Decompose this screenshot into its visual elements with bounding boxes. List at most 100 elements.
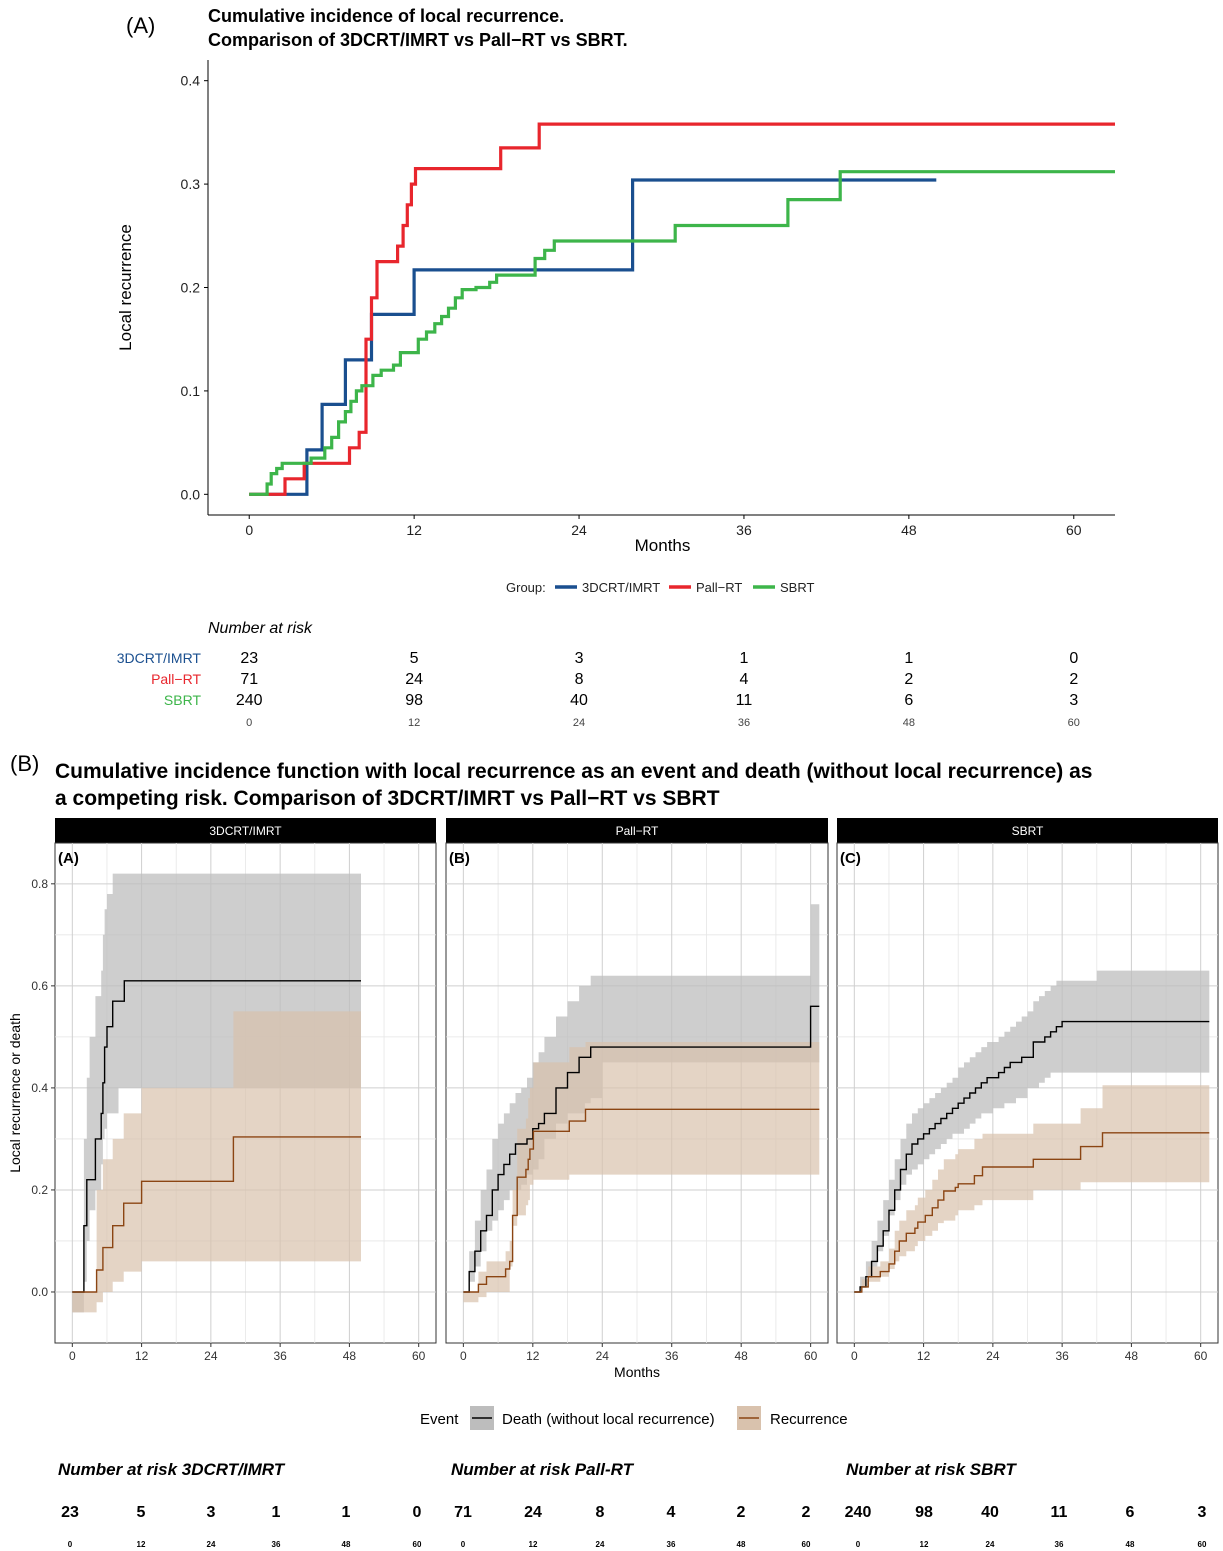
x-tick-label: 12 xyxy=(135,1349,149,1363)
x-tick-label: 36 xyxy=(736,522,752,538)
risk-time-label: 0 xyxy=(68,1540,73,1549)
legend-a-label: Pall−RT xyxy=(696,580,742,595)
risk-cell: 24 xyxy=(524,1504,542,1521)
risk-cell: 11 xyxy=(1051,1504,1068,1521)
risk-cell: 1 xyxy=(904,650,913,667)
risk-time-label: 12 xyxy=(529,1540,538,1549)
death-line xyxy=(463,1005,820,1293)
risk-cell: 40 xyxy=(981,1504,999,1521)
risk-cell: 3 xyxy=(575,650,584,667)
death-line xyxy=(72,980,361,1293)
x-tick-label: 0 xyxy=(851,1349,858,1363)
risk-cell: 4 xyxy=(667,1504,676,1521)
risk-cell: 8 xyxy=(596,1504,605,1521)
series-line-3dcrt-imrt xyxy=(249,178,937,496)
risk-cell: 2 xyxy=(737,1504,746,1521)
x-tick-label: 48 xyxy=(343,1349,357,1363)
risk-cell: 3 xyxy=(1198,1504,1207,1521)
risk-cell: 1 xyxy=(740,650,749,667)
death-ci-band xyxy=(72,873,362,1313)
x-tick-label: 36 xyxy=(1055,1349,1069,1363)
risk-time-label: 0 xyxy=(246,717,252,729)
risk-cell: 6 xyxy=(1126,1504,1135,1521)
risk-cell: 2 xyxy=(904,671,913,688)
recurrence-line xyxy=(72,1136,361,1293)
facet-strip xyxy=(55,818,436,843)
risk-time-label: 60 xyxy=(413,1540,422,1549)
legend-b-label-recurrence: Recurrence xyxy=(770,1411,848,1428)
y-tick-label: 0.0 xyxy=(31,1285,48,1299)
facet-strip-label: Pall−RT xyxy=(616,824,659,838)
panel-a-title-line2: Comparison of 3DCRT/IMRT vs Pall−RT vs S… xyxy=(208,30,628,50)
series-line-sbrt xyxy=(249,170,1115,496)
risk-time-label: 60 xyxy=(802,1540,811,1549)
panel-a-title-line1: Cumulative incidence of local recurrence… xyxy=(208,6,564,26)
risk-cell: 5 xyxy=(137,1504,146,1521)
x-tick-label: 24 xyxy=(204,1349,218,1363)
recurrence-ci-band xyxy=(463,1042,820,1303)
y-tick-label: 0.8 xyxy=(31,877,48,891)
risk-cell: 11 xyxy=(736,692,753,709)
panel-b-tag: (B) xyxy=(10,751,39,776)
chart-a: 0.0 0.1 0.2 0.3 0.4 0 12 24 36 48 60 Months Local re… xyxy=(116,60,1115,555)
x-tick-label: 0 xyxy=(460,1349,467,1363)
legend-a: Group: 3DCRT/IMRT Pall−RT SBRT xyxy=(506,580,814,595)
risk-cell: 23 xyxy=(61,1504,79,1521)
risk-time-label: 12 xyxy=(920,1540,929,1549)
x-tick-label: 48 xyxy=(735,1349,749,1363)
risk-cell: 24 xyxy=(405,671,423,688)
risk-cell: 6 xyxy=(904,692,913,709)
risk-time-label: 24 xyxy=(573,717,585,729)
x-tick-label: 24 xyxy=(986,1349,1000,1363)
risk-cell: 2 xyxy=(802,1504,811,1521)
x-tick-label: 36 xyxy=(273,1349,287,1363)
legend-b: Event Death (without local recurrence) Rec… xyxy=(420,1406,848,1430)
x-tick-label: 48 xyxy=(901,522,917,538)
facet-strip-label: SBRT xyxy=(1012,824,1044,838)
y-tick-label: 0.1 xyxy=(181,383,201,399)
recurrence-line xyxy=(854,1132,1210,1293)
y-tick-label: 0.2 xyxy=(181,280,201,296)
risk-row-label: 3DCRT/IMRT xyxy=(117,650,202,666)
x-tick-label: 12 xyxy=(917,1349,931,1363)
risk-time-label: 36 xyxy=(738,717,750,729)
x-tick-label: 24 xyxy=(571,522,587,538)
risk-table-b-title: Number at risk Pall-RT xyxy=(451,1460,635,1479)
risk-cell: 71 xyxy=(240,671,258,688)
risk-time-label: 12 xyxy=(408,717,420,729)
x-axis-label: Months xyxy=(614,1364,660,1380)
risk-time-label: 24 xyxy=(207,1540,216,1549)
legend-a-title: Group: xyxy=(506,580,546,595)
risk-time-label: 60 xyxy=(1068,717,1080,729)
risk-row-label: Pall−RT xyxy=(151,671,201,687)
risk-time-label: 0 xyxy=(461,1540,466,1549)
y-tick-label: 0.2 xyxy=(31,1183,48,1197)
risk-time-label: 36 xyxy=(667,1540,676,1549)
risk-time-label: 48 xyxy=(903,717,915,729)
risk-cell: 23 xyxy=(240,650,258,667)
facet-strip xyxy=(837,818,1218,843)
risk-time-label: 48 xyxy=(342,1540,351,1549)
x-tick-label: 60 xyxy=(1066,522,1082,538)
risk-cell: 40 xyxy=(570,692,588,709)
recurrence-ci-band xyxy=(72,1011,362,1313)
legend-a-label: 3DCRT/IMRT xyxy=(582,580,660,595)
death-line xyxy=(854,1020,1210,1293)
risk-cell: 1 xyxy=(272,1504,281,1521)
x-tick-label: 0 xyxy=(245,522,253,538)
risk-time-label: 24 xyxy=(986,1540,995,1549)
chart-b: 3DCRT/IMRT (A) 0 12 24 36 48 60 0.0 0.2 0.4 0.6 0.8 P… xyxy=(7,818,1219,1380)
x-axis-label: Months xyxy=(635,536,691,555)
y-tick-label: 0.3 xyxy=(181,176,201,192)
death-ci-band xyxy=(854,970,1210,1292)
x-tick-label: 0 xyxy=(69,1349,76,1363)
x-tick-label: 48 xyxy=(1125,1349,1139,1363)
x-tick-label: 24 xyxy=(596,1349,610,1363)
risk-cell: 240 xyxy=(845,1504,872,1521)
risk-cell: 98 xyxy=(405,692,423,709)
risk-cell: 4 xyxy=(740,671,749,688)
risk-row-label: SBRT xyxy=(164,692,202,708)
